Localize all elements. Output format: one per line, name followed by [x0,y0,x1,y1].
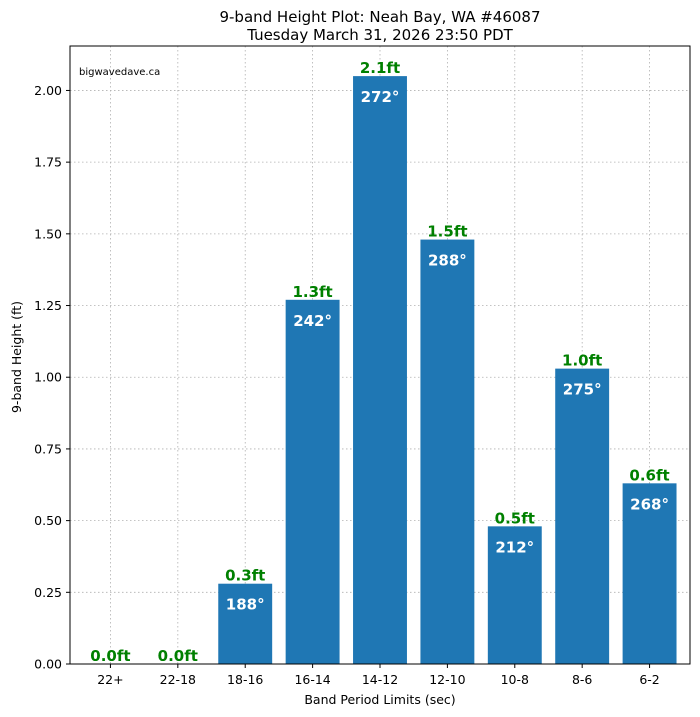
bar-labels: 0.0ft 0.0ft 0.3ft 188° 1.3ft 242° 2.1ft 272° 1.5… [90,59,669,665]
direction-label: 268° [630,495,669,513]
direction-label: 272° [361,88,400,106]
y-tick-label: 0.50 [34,513,62,528]
x-tick-label: 6-2 [639,672,659,687]
bar [622,483,677,664]
x-tick-label: 22-18 [160,672,196,687]
x-tick-label: 8-6 [572,672,592,687]
bar [420,239,475,664]
height-label: 1.0ft [562,352,602,370]
y-tick-label: 0.25 [34,585,62,600]
direction-label: 188° [226,596,265,614]
y-tick-label: 0.75 [34,441,62,456]
y-tick-label: 1.25 [34,298,62,313]
y-tick-label: 0.00 [34,657,62,672]
height-label: 0.3ft [225,567,265,585]
y-axis-label: 9-band Height (ft) [9,301,24,413]
direction-label: 288° [428,252,467,270]
x-tick-label: 14-12 [362,672,398,687]
bar [218,583,273,664]
direction-label: 242° [293,312,332,330]
y-tick-label: 1.75 [34,155,62,170]
bar [353,76,407,664]
x-axis-label: Band Period Limits (sec) [304,692,455,707]
bar [555,368,610,664]
x-tick-label: 16-14 [294,672,330,687]
direction-label: 275° [563,381,602,399]
height-label: 0.6ft [629,466,669,484]
x-tick-label: 12-10 [429,672,465,687]
watermark: bigwavedave.ca [79,67,160,78]
y-tick-label: 1.00 [34,370,62,385]
bar [487,526,542,664]
y-tick-label: 2.00 [34,83,62,98]
x-tick-label: 22+ [97,672,123,687]
height-label: 0.5ft [495,509,535,527]
height-label: 0.0ft [90,647,130,665]
x-tick-label: 10-8 [501,672,529,687]
height-label: 0.0ft [158,647,198,665]
bar [285,299,340,664]
height-label: 2.1ft [360,59,400,77]
bars [218,76,677,664]
chart-subtitle: Tuesday March 31, 2026 23:50 PDT [246,26,513,44]
chart-title: 9-band Height Plot: Neah Bay, WA #46087 [219,8,540,26]
height-label: 1.3ft [292,283,332,301]
height-label: 1.5ft [427,223,467,241]
x-tick-label: 18-16 [227,672,263,687]
axes: 0.00 0.25 0.50 0.75 1.00 1.25 1.50 1.75 2.00 22+ 2… [34,83,660,687]
direction-label: 212° [495,538,534,556]
y-tick-label: 1.50 [34,226,62,241]
